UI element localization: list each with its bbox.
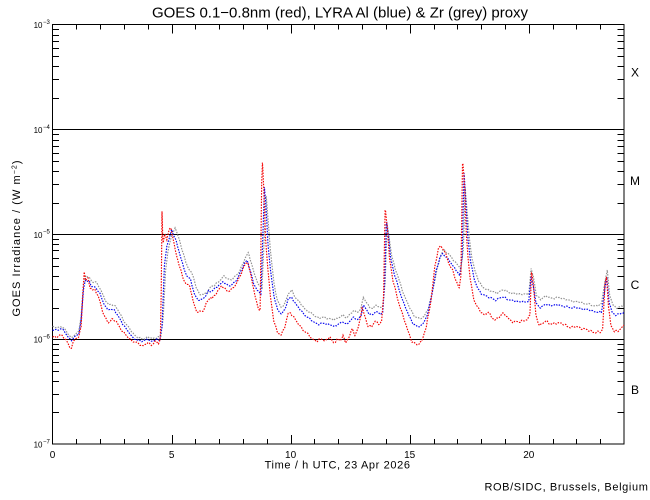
- svg-text:−3: −3: [43, 20, 51, 26]
- svg-text:10: 10: [34, 336, 43, 345]
- svg-text:10: 10: [34, 231, 43, 240]
- svg-text:C: C: [631, 278, 640, 292]
- svg-text:15: 15: [404, 450, 416, 461]
- svg-text:GOES Irradiance / (W m−2): GOES Irradiance / (W m−2): [11, 159, 23, 316]
- svg-text:10: 10: [285, 450, 297, 461]
- svg-text:10: 10: [34, 126, 43, 135]
- svg-text:Time / h UTC, 23 Apr 2026: Time / h UTC, 23 Apr 2026: [265, 460, 411, 472]
- svg-text:10: 10: [34, 441, 43, 450]
- svg-text:X: X: [631, 66, 639, 80]
- svg-text:GOES 0.1−0.8nm (red), LYRA Al: GOES 0.1−0.8nm (red), LYRA Al (blue) & Z…: [152, 5, 529, 22]
- svg-text:M: M: [630, 174, 640, 188]
- svg-text:−7: −7: [43, 439, 51, 445]
- svg-text:−6: −6: [43, 335, 51, 341]
- svg-text:5: 5: [169, 450, 175, 461]
- svg-text:ROB/SIDC, Brussels, Belgium: ROB/SIDC, Brussels, Belgium: [484, 482, 648, 494]
- svg-text:B: B: [631, 383, 639, 397]
- svg-text:0: 0: [50, 450, 56, 461]
- svg-text:−5: −5: [43, 230, 51, 236]
- svg-text:20: 20: [523, 450, 535, 461]
- svg-text:10: 10: [34, 21, 43, 30]
- svg-text:−4: −4: [43, 125, 51, 131]
